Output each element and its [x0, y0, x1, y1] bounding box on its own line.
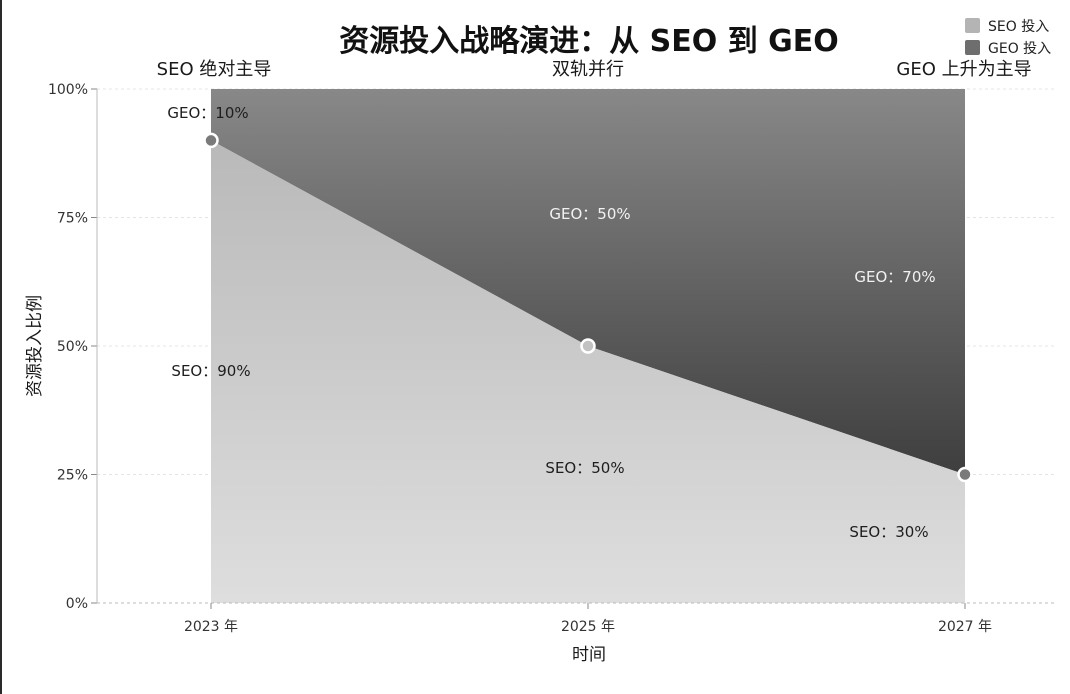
y-tick-label: 75% [57, 211, 88, 227]
geo-data-label: GEO：50% [549, 205, 630, 223]
legend-label-geo: GEO 投入 [988, 41, 1051, 57]
legend-label-seo: SEO 投入 [988, 19, 1049, 35]
legend: SEO 投入 GEO 投入 [965, 18, 1051, 57]
x-axis-label: 时间 [572, 645, 606, 665]
boundary-point [580, 338, 596, 354]
seo-area [211, 140, 965, 603]
seo-data-label: SEO：90% [171, 362, 250, 380]
phase-labels: SEO 绝对主导 双轨并行 GEO 上升为主导 [157, 59, 1032, 80]
y-tick-label: 25% [57, 468, 88, 484]
axis-layer: 0% 25% 50% 75% 100% 2023 年 2025 年 2027 年 [48, 82, 1057, 635]
seo-data-label: SEO：50% [545, 459, 624, 477]
seo-data-label: SEO：30% [849, 523, 928, 541]
x-tick-label: 2023 年 [184, 619, 238, 635]
point-layer [203, 132, 973, 483]
label-layer: SEO：90% SEO：50% SEO：30% GEO：10% GEO：50% GEO：7… [167, 104, 935, 541]
x-tick-label: 2027 年 [938, 619, 992, 635]
y-axis-label: 资源投入比例 [25, 295, 45, 397]
geo-data-label: GEO：10% [167, 104, 248, 122]
y-tick-label: 100% [48, 82, 88, 98]
phase-label: SEO 绝对主导 [157, 59, 272, 80]
legend-swatch-seo [965, 18, 980, 33]
geo-data-label: GEO：70% [854, 268, 935, 286]
boundary-point [957, 466, 973, 483]
x-tick-label: 2025 年 [561, 619, 615, 635]
y-tick-label: 50% [57, 339, 88, 355]
chart-title: 资源投入战略演进：从 SEO 到 GEO [339, 24, 839, 59]
geo-area [211, 89, 965, 475]
area-layer [211, 89, 965, 603]
boundary-point [203, 132, 219, 149]
phase-label: 双轨并行 [552, 59, 624, 80]
legend-swatch-geo [965, 40, 980, 55]
y-tick-label: 0% [66, 596, 88, 612]
phase-label: GEO 上升为主导 [896, 59, 1031, 80]
